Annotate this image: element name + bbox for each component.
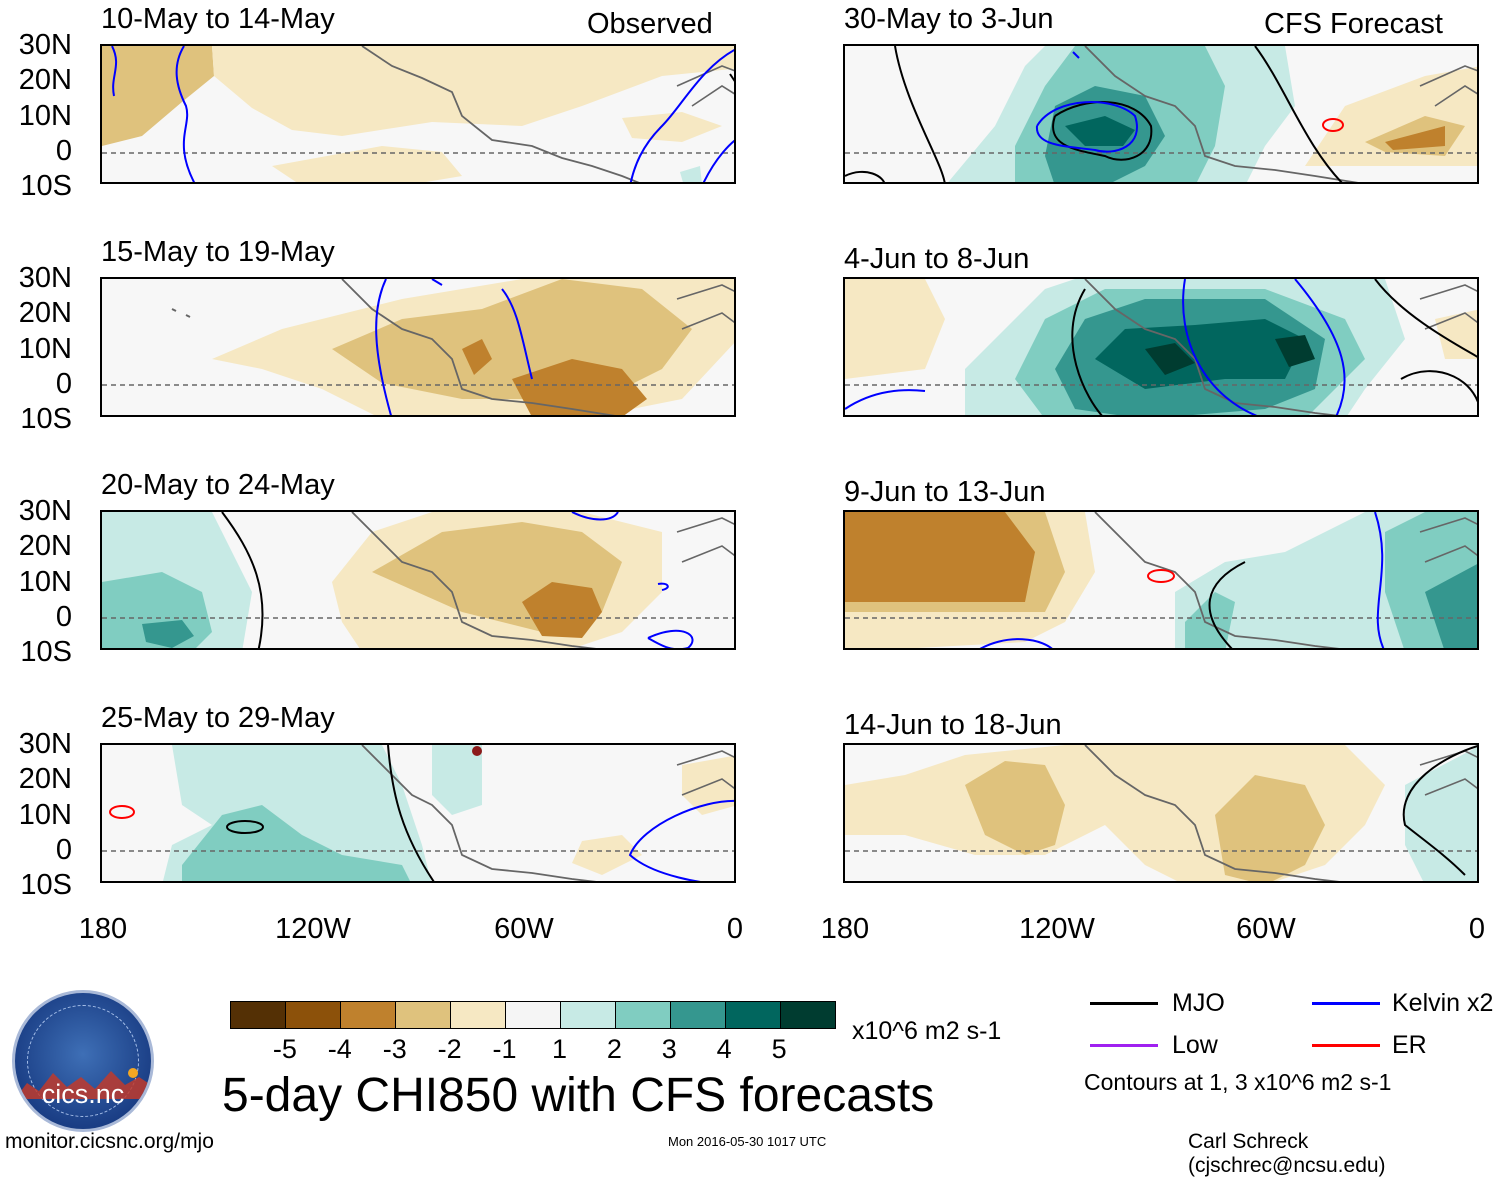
colorbar-tick-label: -4 — [327, 1034, 352, 1064]
colorbar-box — [341, 1002, 396, 1028]
lat-label: 0 — [55, 601, 72, 633]
colorbar-box — [451, 1002, 506, 1028]
lat-label: 30N — [18, 728, 72, 760]
footer-credit: Carl Schreck (cjschrec@ncsu.edu) — [1188, 1130, 1386, 1177]
panel-title-right-4: 14-Jun to 18-Jun — [844, 709, 1062, 741]
lat-label: 10S — [20, 170, 72, 202]
legend-mjo-label: MJO — [1172, 989, 1225, 1017]
lat-label: 20N — [18, 530, 72, 562]
legend-note: Contours at 1, 3 x10^6 m2 s-1 — [1084, 1069, 1392, 1095]
map-panel-right-3 — [843, 510, 1479, 650]
lon-label: 60W — [494, 913, 554, 945]
colorbar-box — [506, 1002, 561, 1028]
panel-title-left-1: 10-May to 14-May — [101, 3, 335, 35]
legend-er-label: ER — [1392, 1031, 1427, 1059]
lat-label: 30N — [18, 495, 72, 527]
legend-mjo-line — [1090, 1002, 1158, 1005]
colorbar-box — [231, 1002, 286, 1028]
colorbar-box — [561, 1002, 616, 1028]
observed-label: Observed — [587, 8, 713, 40]
lat-label: 10N — [18, 333, 72, 365]
footer-timestamp: Mon 2016-05-30 1017 UTC — [668, 1134, 827, 1149]
lon-label: 180 — [78, 913, 128, 945]
lat-label: 20N — [18, 64, 72, 96]
lat-label: 10S — [20, 636, 72, 668]
colorbar-box — [286, 1002, 341, 1028]
panel-title-right-1: 30-May to 3-Jun — [844, 3, 1054, 35]
lon-label: 180 — [820, 913, 870, 945]
panel-title-right-2: 4-Jun to 8-Jun — [844, 243, 1030, 275]
lat-label: 30N — [18, 29, 72, 61]
panel-title-left-2: 15-May to 19-May — [101, 236, 335, 268]
colorbar-tick-label: -3 — [382, 1034, 407, 1064]
lon-label: 0 — [726, 913, 744, 945]
cicsnc-logo: cics.nc — [12, 990, 154, 1132]
map-panel-left-4 — [100, 743, 736, 883]
colorbar-units: x10^6 m2 s-1 — [852, 1017, 1002, 1045]
colorbar-tick-label: 3 — [661, 1034, 677, 1064]
legend-er-line — [1312, 1044, 1380, 1047]
legend-low-line — [1090, 1044, 1158, 1047]
lon-label: 0 — [1468, 913, 1486, 945]
colorbar-tick-label: 4 — [716, 1034, 732, 1064]
colorbar-tick-label: 1 — [551, 1034, 567, 1064]
colorbar-tick-label: 5 — [771, 1034, 787, 1064]
map-panel-left-2 — [100, 277, 736, 417]
colorbar-box — [781, 1002, 835, 1028]
lat-label: 20N — [18, 297, 72, 329]
colorbar-box — [726, 1002, 781, 1028]
panel-title-left-3: 20-May to 24-May — [101, 469, 335, 501]
lon-label: 60W — [1236, 913, 1296, 945]
lat-label: 10N — [18, 566, 72, 598]
colorbar-box — [671, 1002, 726, 1028]
legend-kelvin-label: Kelvin x2 — [1392, 989, 1494, 1017]
map-panel-right-2 — [843, 277, 1479, 417]
legend-kelvin-line — [1312, 1002, 1380, 1005]
legend-low-label: Low — [1172, 1031, 1218, 1059]
lat-label: 0 — [55, 834, 72, 866]
colorbar — [230, 1001, 836, 1029]
forecast-label: CFS Forecast — [1264, 8, 1443, 40]
lat-label: 10N — [18, 799, 72, 831]
lat-label: 20N — [18, 763, 72, 795]
map-panel-right-4 — [843, 743, 1479, 883]
lat-label: 10N — [18, 100, 72, 132]
lat-label: 30N — [18, 262, 72, 294]
lat-label: 0 — [55, 368, 72, 400]
main-title: 5-day CHI850 with CFS forecasts — [222, 1069, 935, 1122]
colorbar-box — [396, 1002, 451, 1028]
lat-label: 10S — [20, 869, 72, 901]
footer-url[interactable]: monitor.cicsnc.org/mjo — [5, 1130, 214, 1153]
colorbar-tick-label: -2 — [437, 1034, 462, 1064]
panel-title-left-4: 25-May to 29-May — [101, 702, 335, 734]
colorbar-tick-label: -1 — [492, 1034, 517, 1064]
map-panel-left-1 — [100, 44, 736, 184]
colorbar-box — [616, 1002, 671, 1028]
logo-text: cics.nc — [41, 1079, 125, 1109]
colorbar-tick-label: -5 — [272, 1034, 297, 1064]
colorbar-tick-label: 2 — [606, 1034, 622, 1064]
lon-label: 120W — [275, 913, 351, 945]
lat-label: 0 — [55, 135, 72, 167]
lat-label: 10S — [20, 403, 72, 435]
map-panel-right-1 — [843, 44, 1479, 184]
panel-title-right-3: 9-Jun to 13-Jun — [844, 476, 1046, 508]
lon-label: 120W — [1019, 913, 1095, 945]
map-panel-left-3 — [100, 510, 736, 650]
